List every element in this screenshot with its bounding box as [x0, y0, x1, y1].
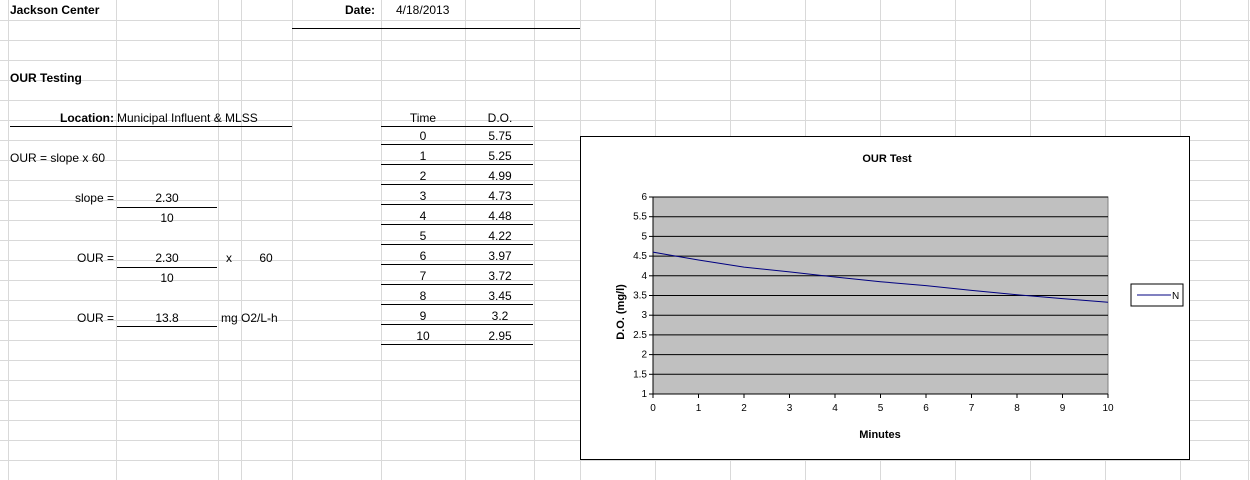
- table-cell-time[interactable]: 3: [419, 189, 427, 203]
- slope-numerator[interactable]: 2.30: [155, 191, 179, 205]
- y-tick-label: 2.5: [633, 330, 647, 341]
- chart-x-axis-label: Minutes: [859, 429, 901, 441]
- table-cell-time[interactable]: 7: [419, 269, 427, 283]
- table-cell-do[interactable]: 3.45: [488, 289, 512, 303]
- x-tick-label: 2: [741, 403, 747, 414]
- table-cell-time[interactable]: 10: [416, 329, 430, 343]
- table-cell-time[interactable]: 0: [419, 129, 427, 143]
- slope-fraction-bar: [117, 207, 217, 208]
- table-cell-time[interactable]: 5: [419, 229, 427, 243]
- chart-y-axis-label: D.O. (mg/l): [615, 284, 627, 340]
- table-cell-time[interactable]: 2: [419, 169, 427, 183]
- table-row-underline: [381, 284, 533, 285]
- y-tick-label: 3: [641, 310, 647, 321]
- table-row-underline: [381, 184, 533, 185]
- table-row-underline: [381, 204, 533, 205]
- x-tick-label: 5: [878, 403, 884, 414]
- x-tick-label: 9: [1060, 403, 1066, 414]
- table-cell-do[interactable]: 5.25: [488, 149, 512, 163]
- our-denominator[interactable]: 10: [160, 271, 174, 285]
- slope-denominator[interactable]: 10: [160, 211, 174, 225]
- table-cell-do[interactable]: 4.73: [488, 189, 512, 203]
- table-header-underline: [381, 126, 533, 127]
- table-row-underline: [381, 304, 533, 305]
- table-cell-time[interactable]: 6: [419, 249, 427, 263]
- x-tick-label: 3: [787, 403, 793, 414]
- section-title: OUR Testing: [10, 71, 82, 85]
- table-cell-do[interactable]: 3.2: [491, 309, 509, 323]
- table-row-underline: [381, 344, 533, 345]
- x-tick-label: 10: [1102, 403, 1114, 414]
- y-tick-label: 2: [641, 350, 647, 361]
- table-cell-do[interactable]: 4.48: [488, 209, 512, 223]
- legend-label: N: [1172, 291, 1179, 302]
- table-row-underline: [381, 244, 533, 245]
- table-row-underline: [381, 324, 533, 325]
- chart-legend: N: [1130, 283, 1184, 307]
- y-tick-label: 3.5: [633, 291, 647, 302]
- result-units: mg O2/L-h: [221, 311, 278, 325]
- table-header-time: Time: [409, 111, 437, 125]
- table-row-underline: [381, 164, 533, 165]
- location-underline: [10, 126, 292, 127]
- our-label: OUR =: [76, 251, 114, 265]
- table-cell-time[interactable]: 9: [419, 309, 427, 323]
- y-tick-label: 4: [641, 271, 647, 282]
- series-line: [652, 251, 1109, 303]
- x-tick-label: 7: [969, 403, 975, 414]
- multiplier[interactable]: 60: [259, 251, 273, 265]
- y-tick-label: 4.5: [633, 251, 647, 262]
- table-cell-time[interactable]: 1: [419, 149, 427, 163]
- result-underline: [117, 326, 217, 327]
- table-cell-time[interactable]: 4: [419, 209, 427, 223]
- x-tick-label: 4: [832, 403, 838, 414]
- result-label: OUR =: [76, 311, 114, 325]
- chart-title: OUR Test: [862, 153, 912, 165]
- x-tick-label: 6: [923, 403, 929, 414]
- table-cell-do[interactable]: 3.97: [488, 249, 512, 263]
- table-cell-do[interactable]: 3.72: [488, 269, 512, 283]
- result-value[interactable]: 13.8: [155, 311, 179, 325]
- location-label: Location:: [60, 111, 114, 125]
- table-cell-do[interactable]: 2.95: [488, 329, 512, 343]
- table-row-underline: [381, 144, 533, 145]
- y-tick-label: 1: [641, 389, 647, 400]
- times-sign: x: [226, 251, 232, 265]
- table-row-underline: [381, 224, 533, 225]
- our-fraction-bar: [117, 267, 217, 268]
- x-tick-label: 1: [696, 403, 702, 414]
- table-cell-do[interactable]: 5.75: [488, 129, 512, 143]
- date-value[interactable]: 4/18/2013: [396, 3, 450, 17]
- header-underline: [292, 28, 580, 29]
- table-cell-do[interactable]: 4.22: [488, 229, 512, 243]
- site-name: Jackson Center: [10, 3, 100, 17]
- y-tick-label: 5.5: [633, 212, 647, 223]
- date-label: Date:: [344, 3, 375, 17]
- y-tick-label: 1.5: [633, 369, 647, 380]
- location-value[interactable]: Municipal Influent & MLSS: [117, 111, 258, 125]
- table-row-underline: [381, 264, 533, 265]
- table-cell-do[interactable]: 4.99: [488, 169, 512, 183]
- our-test-chart[interactable]: OUR Test 1 1.5 2 2.5 3 3.5 4 4.5 5 5.5 6 0 1 2 3 4 5 6 7 8 9…: [580, 136, 1190, 460]
- x-tick-label: 0: [650, 403, 656, 414]
- y-tick-label: 5: [641, 231, 647, 242]
- our-formula: OUR = slope x 60: [10, 151, 106, 165]
- our-numerator[interactable]: 2.30: [155, 251, 179, 265]
- chart-svg: OUR Test 11.522.533.544.555.560 1 2 3 4 5 6 7 8 9…: [615, 153, 1184, 441]
- y-tick-label: 6: [641, 192, 647, 203]
- x-tick-label: 8: [1014, 403, 1020, 414]
- slope-label: slope =: [74, 191, 114, 205]
- table-cell-time[interactable]: 8: [419, 289, 427, 303]
- table-header-do: D.O.: [487, 111, 513, 125]
